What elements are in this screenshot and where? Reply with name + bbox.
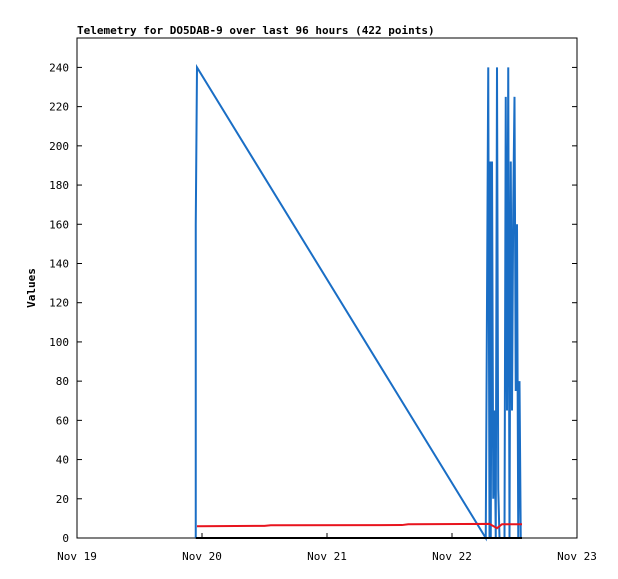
x-tick-label: Nov 22 [432,550,472,563]
y-tick-label: 120 [49,297,69,310]
chart-title: Telemetry for DO5DAB-9 over last 96 hour… [77,24,435,37]
y-tick-label: 160 [49,218,69,231]
series-line [194,63,522,542]
y-tick-label: 200 [49,140,69,153]
y-tick-label: 40 [56,454,69,467]
y-tick-label: 100 [49,336,69,349]
y-tick-label: 0 [62,532,69,545]
plot-frame [76,37,578,539]
y-tick-label: 220 [49,101,69,114]
y-axis-label: Values [25,268,38,308]
y-tick-label: 60 [56,414,69,427]
series-line [196,522,522,530]
y-tick-label: 240 [49,61,69,74]
x-tick-label: Nov 20 [182,550,222,563]
x-tick-label: Nov 19 [57,550,97,563]
x-tick-label: Nov 23 [557,550,597,563]
x-tick-label: Nov 21 [307,550,347,563]
y-tick-label: 140 [49,257,69,270]
y-tick-label: 20 [56,493,69,506]
y-tick-label: 180 [49,179,69,192]
y-tick-label: 80 [56,375,69,388]
